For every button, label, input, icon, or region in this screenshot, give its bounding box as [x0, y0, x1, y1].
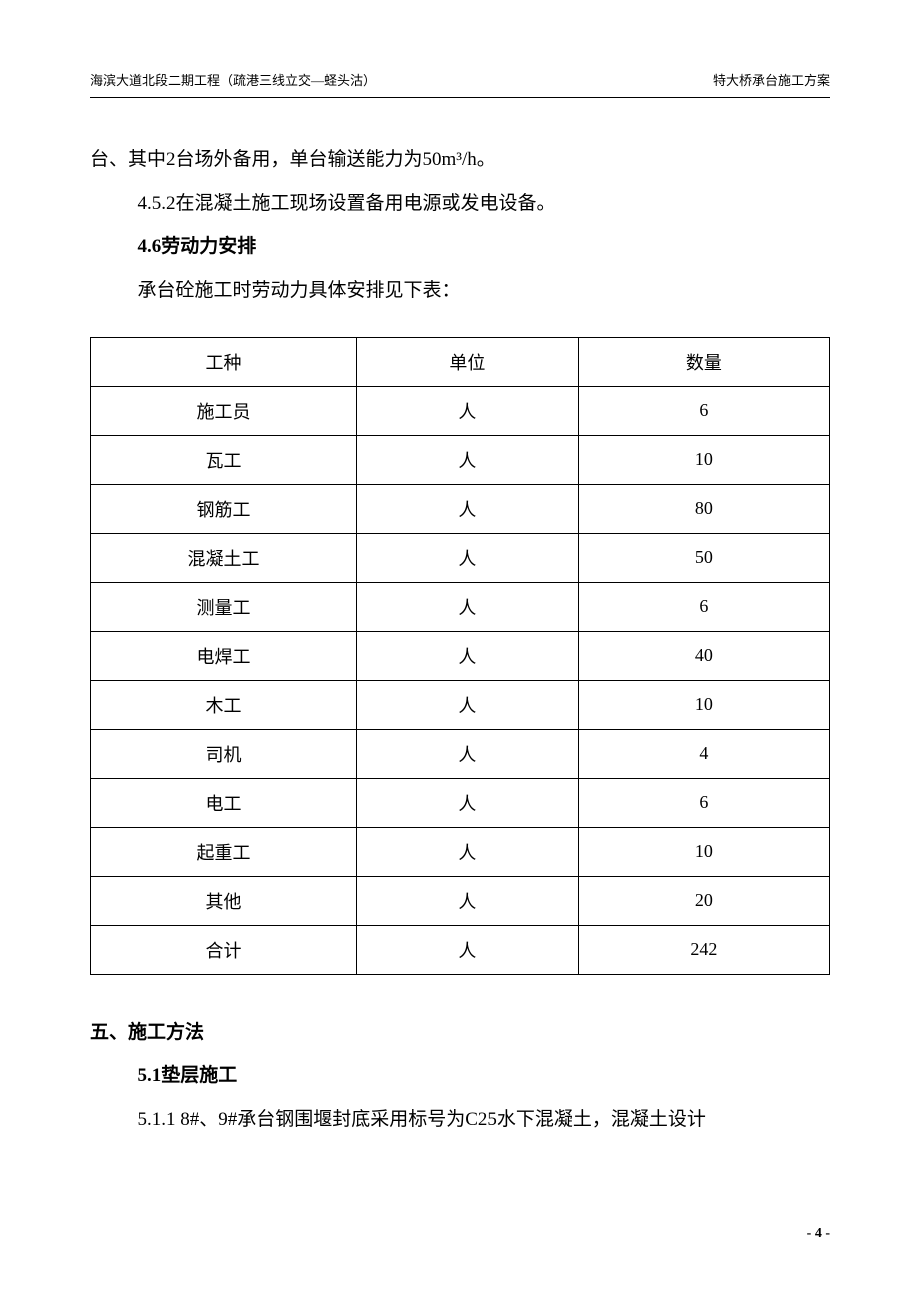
table-cell: 人 [357, 729, 579, 778]
paragraph-2: 4.5.2在混凝土施工现场设置备用电源或发电设备。 [90, 182, 830, 226]
table-cell: 人 [357, 533, 579, 582]
table-header-cell: 工种 [91, 337, 357, 386]
table-cell: 其他 [91, 876, 357, 925]
table-cell: 人 [357, 778, 579, 827]
table-cell: 人 [357, 386, 579, 435]
table-cell: 4 [578, 729, 829, 778]
table-cell: 木工 [91, 680, 357, 729]
table-cell: 人 [357, 435, 579, 484]
table-row: 瓦工 人 10 [91, 435, 830, 484]
table-cell: 混凝土工 [91, 533, 357, 582]
table-cell: 司机 [91, 729, 357, 778]
table-cell: 80 [578, 484, 829, 533]
table-cell: 人 [357, 925, 579, 974]
table-cell: 40 [578, 631, 829, 680]
header-right: 特大桥承台施工方案 [713, 70, 830, 89]
paragraph-4: 5.1.1 8#、9#承台钢围堰封底采用标号为C25水下混凝土，混凝土设计 [90, 1098, 830, 1142]
table-header-row: 工种 单位 数量 [91, 337, 830, 386]
table-row: 电焊工 人 40 [91, 631, 830, 680]
heading-5-1: 5.1垫层施工 [90, 1054, 830, 1098]
table-row: 起重工 人 10 [91, 827, 830, 876]
table-row: 合计 人 242 [91, 925, 830, 974]
table-cell: 人 [357, 876, 579, 925]
table-cell: 6 [578, 582, 829, 631]
table-body: 施工员 人 6 瓦工 人 10 钢筋工 人 80 混凝土工 人 50 测量工 人… [91, 386, 830, 974]
table-row: 其他 人 20 [91, 876, 830, 925]
table-cell: 施工员 [91, 386, 357, 435]
table-cell: 6 [578, 386, 829, 435]
table-row: 混凝土工 人 50 [91, 533, 830, 582]
table-header-cell: 数量 [578, 337, 829, 386]
table-cell: 242 [578, 925, 829, 974]
table-row: 木工 人 10 [91, 680, 830, 729]
table-cell: 钢筋工 [91, 484, 357, 533]
table-cell: 人 [357, 484, 579, 533]
table-cell: 人 [357, 582, 579, 631]
table-cell: 50 [578, 533, 829, 582]
header-left: 海滨大道北段二期工程（疏港三线立交—蛏头沽） [90, 70, 376, 89]
table-row: 测量工 人 6 [91, 582, 830, 631]
table-cell: 起重工 [91, 827, 357, 876]
table-cell: 电工 [91, 778, 357, 827]
table-cell: 6 [578, 778, 829, 827]
table-cell: 人 [357, 631, 579, 680]
table-header-cell: 单位 [357, 337, 579, 386]
labor-table: 工种 单位 数量 施工员 人 6 瓦工 人 10 钢筋工 人 80 混凝土工 人… [90, 337, 830, 975]
page-number: - 4 - [807, 1226, 830, 1242]
table-row: 司机 人 4 [91, 729, 830, 778]
page-header: 海滨大道北段二期工程（疏港三线立交—蛏头沽） 特大桥承台施工方案 [90, 70, 830, 98]
table-cell: 人 [357, 827, 579, 876]
paragraph-3: 承台砼施工时劳动力具体安排见下表： [90, 269, 830, 313]
paragraph-1: 台、其中2台场外备用，单台输送能力为50m³/h。 [90, 138, 830, 182]
table-cell: 10 [578, 827, 829, 876]
table-row: 钢筋工 人 80 [91, 484, 830, 533]
table-row: 施工员 人 6 [91, 386, 830, 435]
table-cell: 合计 [91, 925, 357, 974]
heading-5: 五、施工方法 [90, 1011, 830, 1055]
table-cell: 测量工 [91, 582, 357, 631]
table-cell: 20 [578, 876, 829, 925]
table-cell: 电焊工 [91, 631, 357, 680]
table-cell: 10 [578, 680, 829, 729]
table-cell: 瓦工 [91, 435, 357, 484]
table-cell: 10 [578, 435, 829, 484]
table-row: 电工 人 6 [91, 778, 830, 827]
heading-4-6: 4.6劳动力安排 [90, 225, 830, 269]
table-cell: 人 [357, 680, 579, 729]
